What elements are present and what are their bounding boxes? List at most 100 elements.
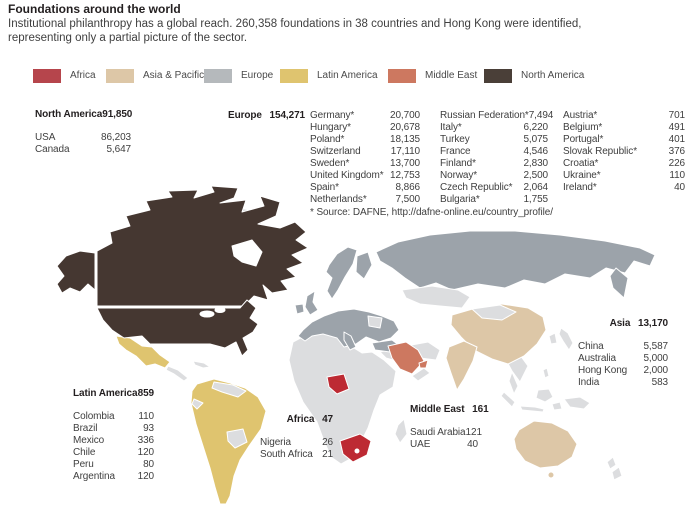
table-row: UAE 40 [410,439,478,451]
map-country-new-zealand-south [611,466,623,481]
table-row: Colombia 110 [73,411,154,423]
region-title: Europe [228,110,262,121]
country-value: 4,546 [523,146,548,157]
country-value: 93 [143,423,154,434]
country-label: Finland* [440,158,476,169]
country-label: Belgium* [563,122,603,133]
source-footnote: * Source: DAFNE, http://dafne-online.eu/… [310,207,553,218]
table-row: United Kingdom* 12,753 [310,170,420,182]
table-row: South Africa 21 [260,449,333,461]
map-country-nigeria [326,373,350,395]
table-row: Australia 5,000 [578,353,668,365]
table-middle-east: Middle East 161 Saudi Arabia 121 UAE 40 [410,404,489,451]
table-row: Hong Kong 2,000 [578,365,668,377]
map-country-philippines [542,367,550,379]
table-row: Brazil 93 [73,423,154,435]
country-value: 5,587 [643,341,668,352]
country-value: 6,220 [523,122,548,133]
country-label: Argentina [73,471,115,482]
legend-label: Middle East [425,70,478,81]
country-label: Sweden* [310,158,350,169]
country-label: Croatia* [563,158,599,169]
table-row: Austria* 701 [563,110,685,122]
table-row: Peru 80 [73,459,154,471]
country-label: France [440,146,471,157]
country-label: Saudi Arabia [410,427,466,438]
country-value: 121 [465,427,482,438]
country-value: 17,110 [390,146,420,157]
country-label: Hong Kong [578,365,628,376]
subtitle-line-1: Institutional philanthropy has a global … [8,18,582,30]
map-region-north-america [56,185,309,357]
country-label: Portugal* [563,134,604,145]
country-value: 701 [668,110,685,121]
table-row: Canada 5,647 [35,144,131,156]
country-value: 2,830 [523,158,548,169]
table-row: Turkey 5,075 [440,134,548,146]
table-row: Argentina 120 [73,471,154,483]
country-label: Austria* [563,110,598,121]
map-country-mongolia [471,304,517,321]
map-country-india [445,340,478,391]
table-row: USA 86,203 [35,132,131,144]
country-label: Canada [35,144,70,155]
table-row: Poland* 18,135 [310,134,420,146]
country-label: Mexico [73,435,105,446]
table-europe-header: Europe 154,271 [228,110,305,122]
map-country-uk [304,290,319,316]
country-label: Netherlands* [310,194,367,205]
map-country-lesotho [354,448,360,454]
region-total: 859 [137,388,154,399]
table-row: France 4,546 [440,146,548,158]
map-island-new-guinea [563,396,591,410]
table-row: Czech Republic* 2,064 [440,182,548,194]
europe-color-swatch [204,68,232,83]
country-label: Nigeria [260,437,291,448]
country-value: 401 [668,134,685,145]
map-island-tasmania [547,471,555,479]
map-region-oman-yemen [411,367,431,382]
country-value: 40 [674,182,685,193]
table-rows: Colombia 110 Brazil 93 Mexico 336 Chile 120 … [73,411,154,483]
country-value: 583 [651,377,668,388]
map-country-saudi-arabia [387,341,425,375]
table-row: Saudi Arabia 121 [410,427,482,439]
country-label: Russian Federation* [440,110,529,121]
table-row: China 5,587 [578,341,668,353]
country-value: 336 [137,435,154,446]
country-label: Italy* [440,122,462,133]
map-region-korea [548,332,558,345]
map-region-asia-pacific [445,303,578,479]
country-label: Norway* [440,170,478,181]
map-great-lakes [199,310,215,318]
country-value: 110 [669,170,685,181]
map-country-south-africa [339,433,372,463]
country-value: 5,075 [523,134,548,145]
country-value: 120 [137,471,154,482]
country-label: Slovak Republic* [563,146,637,157]
region-title: Asia [609,318,631,329]
table-row: Ukraine* 110 [563,170,685,182]
table-row: Belgium* 491 [563,122,685,134]
subtitle-line-2: representing only a partial picture of t… [8,32,248,44]
map-region-africa-highlights [326,373,372,463]
map-region-kamchatka [609,267,629,299]
map-country-australia [513,420,578,469]
country-label: Chile [73,447,96,458]
map-country-italy [343,331,357,351]
country-value: 226 [668,158,685,169]
region-total: 13,170 [638,318,668,329]
north-america-color-swatch [484,68,512,83]
country-value: 2,000 [643,365,668,376]
map-region-venezuela-guyanas [211,381,247,398]
country-value: 110 [138,411,154,422]
map-country-madagascar [394,418,408,444]
table-latin-america: Latin America 859 Colombia 110 Brazil 93 M… [73,388,154,483]
table-row: Switzerland 17,110 [310,146,420,158]
map-region-baltics [367,315,383,329]
country-value: 21 [322,449,333,460]
table-row: Spain* 8,866 [310,182,420,194]
country-value: 5,000 [643,353,668,364]
table-row: Netherlands* 7,500 [310,194,420,206]
